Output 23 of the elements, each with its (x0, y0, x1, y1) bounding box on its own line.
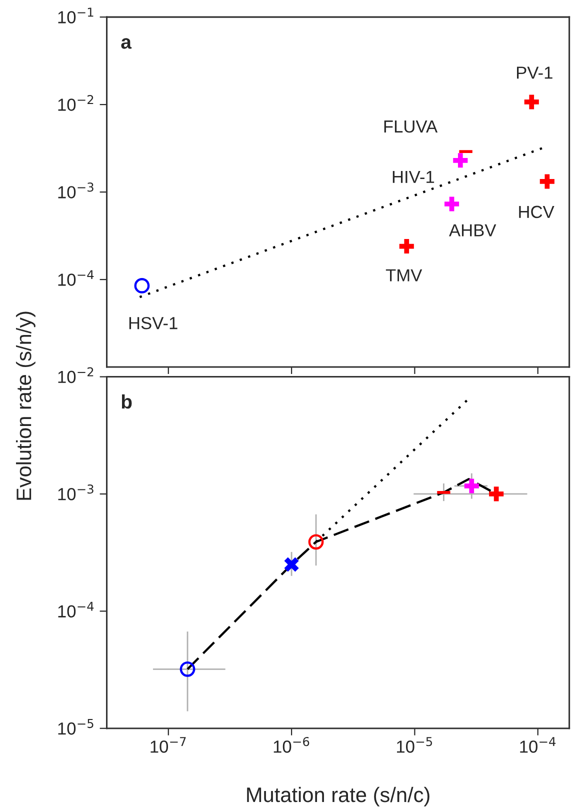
annotation: PV-1 (517, 66, 552, 79)
y-tick-label: 10$^{−5}$ (58, 719, 94, 735)
x-tick-label: 10$^{−6}$ (274, 736, 310, 753)
text: b (122, 394, 132, 409)
annotation: HIV-1 (392, 170, 434, 183)
y-tick-label: 10$^{−1}$ (58, 8, 94, 24)
x-axis-title: Mutation rate (s/n/c) (247, 786, 430, 806)
y-axis-title: Evolution rate (s/n/y) (16, 312, 36, 500)
annotation: FLUVA (384, 120, 438, 133)
annotation: HSV-1 (129, 316, 178, 330)
x-tick-label: 10$^{−7}$ (150, 737, 186, 753)
text: a (121, 38, 132, 49)
x-tick-label: 10$^{−4}$ (520, 737, 556, 753)
y-tick-label: 10$^{−2}$ (58, 367, 94, 384)
y-tick-label: 10$^{−3}$ (58, 484, 94, 500)
annotation: HCV (519, 206, 554, 218)
y-tick-label: 10$^{−4}$ (58, 602, 94, 618)
y-tick-label: 10$^{−3}$ (58, 182, 94, 198)
x-tick-label: 10$^{−5}$ (397, 737, 432, 753)
annotation: AHBV (449, 224, 496, 236)
y-tick-label: 10$^{−4}$ (58, 270, 94, 286)
annotation: TMV (386, 269, 422, 282)
y-tick-label: 10$^{−2}$ (58, 95, 94, 111)
